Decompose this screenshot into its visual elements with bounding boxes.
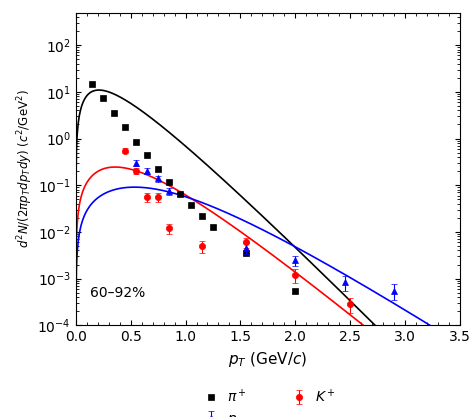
Text: 60–92%: 60–92%: [90, 286, 146, 300]
Y-axis label: $d^2N/(2\pi p_T dp_T dy)$ ($c^2$/GeV$^2$): $d^2N/(2\pi p_T dp_T dy)$ ($c^2$/GeV$^2$…: [15, 90, 35, 248]
Legend: $\pi^+$, $p$, $K^+$: $\pi^+$, $p$, $K^+$: [195, 382, 341, 417]
$\pi^+$: [90, 81, 95, 86]
$\pi^+$: [188, 202, 194, 207]
$\pi^+$: [199, 214, 205, 219]
Line: $\pi^+$: $\pi^+$: [89, 80, 353, 332]
$\pi^+$: [292, 288, 298, 293]
$\pi^+$: [111, 111, 117, 116]
$\pi^+$: [210, 224, 216, 229]
$\pi^+$: [122, 124, 128, 129]
$\pi^+$: [100, 95, 106, 100]
$\pi^+$: [243, 251, 249, 256]
$\pi^+$: [177, 191, 183, 196]
$\pi^+$: [144, 152, 150, 157]
$\pi^+$: [133, 139, 139, 144]
$\pi^+$: [347, 326, 353, 331]
X-axis label: $p_T$ (GeV/$c$): $p_T$ (GeV/$c$): [228, 350, 308, 369]
$\pi^+$: [166, 179, 172, 184]
$\pi^+$: [155, 167, 161, 172]
